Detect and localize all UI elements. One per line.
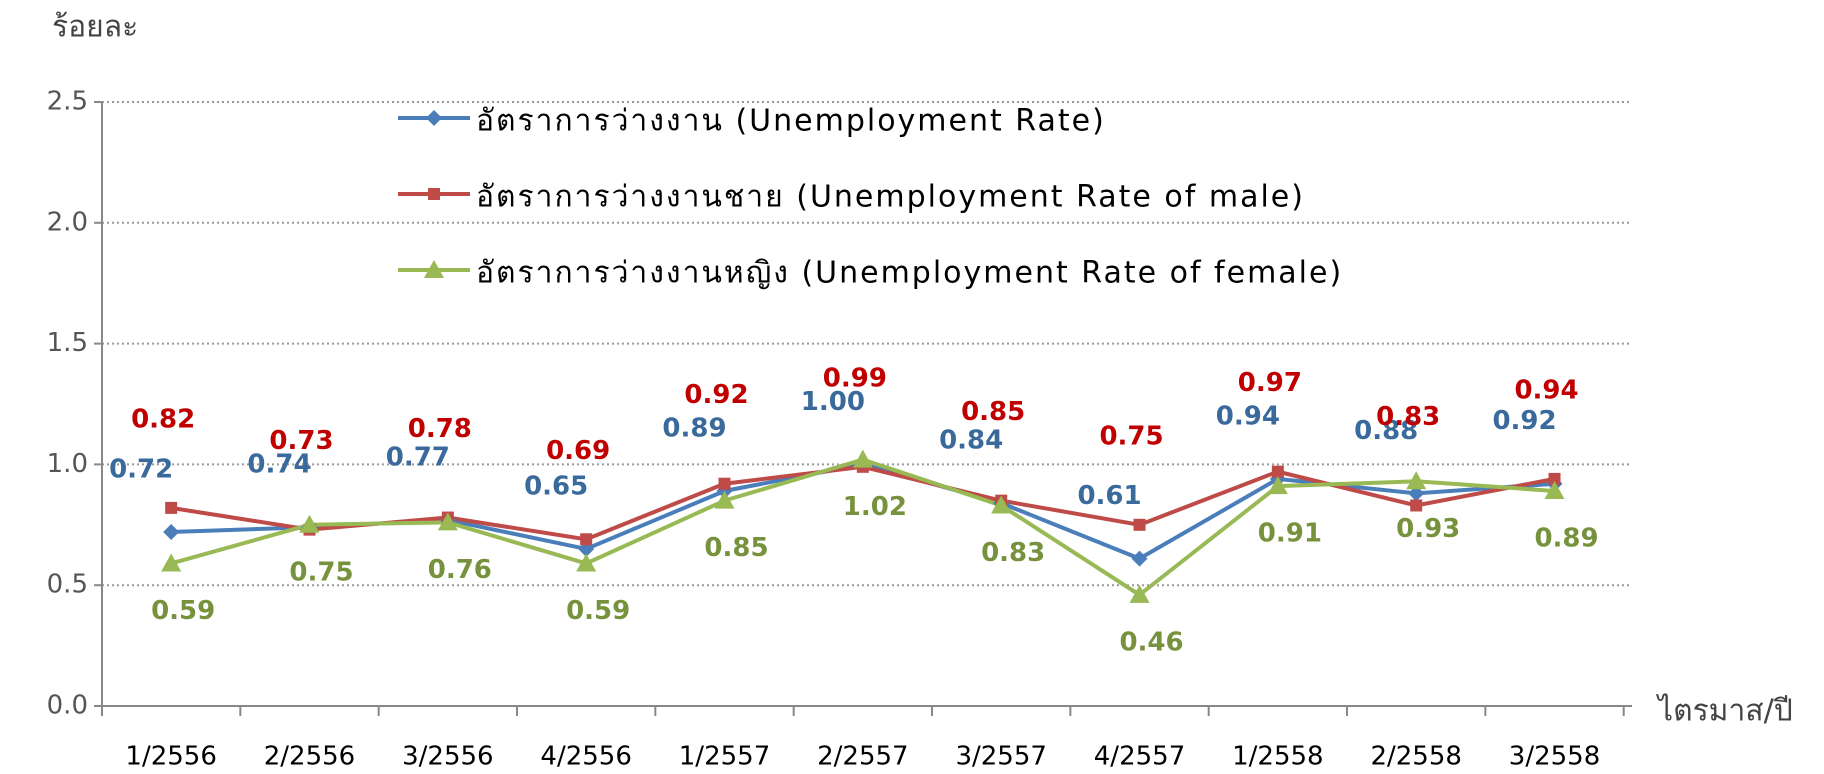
- series-line: [170, 457, 1555, 598]
- marker: [1548, 472, 1561, 485]
- marker: [1408, 485, 1425, 502]
- data-label: 0.76: [428, 555, 492, 585]
- marker: [1410, 499, 1423, 512]
- x-tick-label: 4/2556: [540, 742, 631, 772]
- x-tick-label: 2/2556: [264, 742, 355, 772]
- x-tick-label: 3/2558: [1509, 742, 1600, 772]
- data-label: 0.59: [151, 596, 215, 626]
- marker: [991, 495, 1012, 514]
- data-label: 0.97: [1238, 368, 1302, 398]
- data-label: 0.69: [546, 436, 610, 466]
- marker: [852, 449, 873, 468]
- data-label: 0.46: [1119, 627, 1183, 657]
- x-tick-label: 1/2556: [125, 742, 216, 772]
- data-label: 0.89: [1534, 523, 1598, 553]
- data-label: 0.94: [1216, 401, 1280, 431]
- data-label: 0.83: [1376, 402, 1440, 432]
- x-axis-label: ไตรมาส/ปี: [1656, 693, 1793, 729]
- x-tick-label: 3/2556: [402, 742, 493, 772]
- marker: [428, 188, 440, 200]
- marker: [1267, 476, 1288, 495]
- y-tick-label: 1.0: [47, 449, 88, 479]
- data-label: 0.85: [961, 397, 1025, 427]
- data-label: 0.89: [662, 413, 726, 443]
- data-label: 0.99: [823, 363, 887, 393]
- legend-label: อัตราการว่างงาน (Unemployment Rate): [476, 104, 1106, 139]
- x-tick-label: 2/2557: [817, 742, 908, 772]
- data-label: 0.72: [109, 455, 173, 485]
- data-label: 0.92: [684, 380, 748, 410]
- marker: [714, 490, 735, 509]
- data-label: 0.91: [1258, 519, 1322, 549]
- data-label: 0.73: [269, 426, 333, 456]
- data-label: 0.85: [704, 533, 768, 563]
- marker: [1271, 465, 1284, 478]
- data-label: 1.00: [801, 387, 865, 417]
- y-tick-label: 0.5: [47, 570, 88, 600]
- data-label: 0.83: [981, 538, 1045, 568]
- marker: [718, 477, 731, 490]
- data-label: 0.88: [1354, 416, 1418, 446]
- legend-label: อัตราการว่างงานหญิง (Unemployment Rate o…: [476, 256, 1343, 291]
- data-label: 0.78: [408, 414, 472, 444]
- data-label: 0.75: [1099, 421, 1163, 451]
- marker: [437, 512, 458, 531]
- data-label: 0.84: [939, 426, 1003, 456]
- marker: [299, 514, 320, 533]
- marker: [1544, 480, 1565, 499]
- y-tick-label: 2.0: [47, 207, 88, 237]
- data-label: 0.74: [247, 450, 311, 480]
- x-tick-label: 3/2557: [955, 742, 1046, 772]
- legend-label: อัตราการว่างงานชาย (Unemployment Rate of…: [476, 180, 1305, 215]
- marker: [163, 524, 180, 541]
- data-label: 0.61: [1077, 481, 1141, 511]
- y-axis-label: ร้อยละ: [52, 10, 138, 45]
- data-label: 0.92: [1492, 406, 1556, 436]
- data-label: 0.77: [386, 442, 450, 472]
- marker: [161, 553, 182, 572]
- x-tick-label: 1/2558: [1232, 742, 1323, 772]
- data-label: 0.75: [289, 557, 353, 587]
- data-label: 0.82: [131, 404, 195, 434]
- y-tick-label: 2.5: [47, 87, 88, 117]
- y-tick-label: 0.0: [47, 691, 88, 721]
- x-tick-label: 4/2557: [1094, 742, 1185, 772]
- data-label: 0.93: [1396, 514, 1460, 544]
- data-label: 0.59: [566, 596, 630, 626]
- marker: [426, 110, 442, 126]
- marker: [1129, 584, 1150, 603]
- data-label: 0.65: [524, 471, 588, 501]
- x-tick-label: 2/2558: [1370, 742, 1461, 772]
- y-tick-label: 1.5: [47, 328, 88, 358]
- marker: [576, 553, 597, 572]
- data-label: 0.94: [1514, 375, 1578, 405]
- marker: [424, 260, 444, 278]
- marker: [580, 533, 593, 546]
- marker: [1131, 550, 1148, 567]
- marker: [1406, 471, 1427, 490]
- marker: [165, 501, 178, 514]
- x-tick-label: 1/2557: [679, 742, 770, 772]
- marker: [1133, 518, 1146, 531]
- data-label: 1.02: [843, 492, 907, 522]
